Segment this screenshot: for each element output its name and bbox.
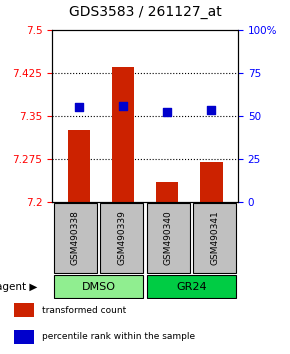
FancyBboxPatch shape [54, 275, 143, 298]
Point [209, 107, 214, 113]
Text: GSM490340: GSM490340 [164, 211, 173, 266]
Text: GDS3583 / 261127_at: GDS3583 / 261127_at [69, 5, 221, 19]
Text: GSM490338: GSM490338 [71, 211, 80, 266]
Text: GR24: GR24 [176, 281, 207, 291]
FancyBboxPatch shape [147, 275, 236, 298]
Point [165, 109, 169, 115]
Bar [200, 162, 222, 202]
Bar [14, 330, 34, 343]
Bar [68, 130, 90, 202]
FancyBboxPatch shape [100, 204, 143, 273]
FancyBboxPatch shape [54, 204, 97, 273]
Text: GSM490341: GSM490341 [210, 211, 219, 266]
Bar [14, 303, 34, 317]
Point [121, 103, 125, 109]
Point [76, 104, 81, 110]
Text: agent ▶: agent ▶ [0, 281, 37, 291]
Bar [112, 67, 134, 202]
FancyBboxPatch shape [147, 204, 190, 273]
Text: percentile rank within the sample: percentile rank within the sample [42, 332, 195, 342]
Text: GSM490339: GSM490339 [117, 211, 126, 266]
Text: DMSO: DMSO [81, 281, 115, 291]
Text: transformed count: transformed count [42, 306, 126, 315]
FancyBboxPatch shape [193, 204, 236, 273]
Bar [156, 182, 178, 202]
